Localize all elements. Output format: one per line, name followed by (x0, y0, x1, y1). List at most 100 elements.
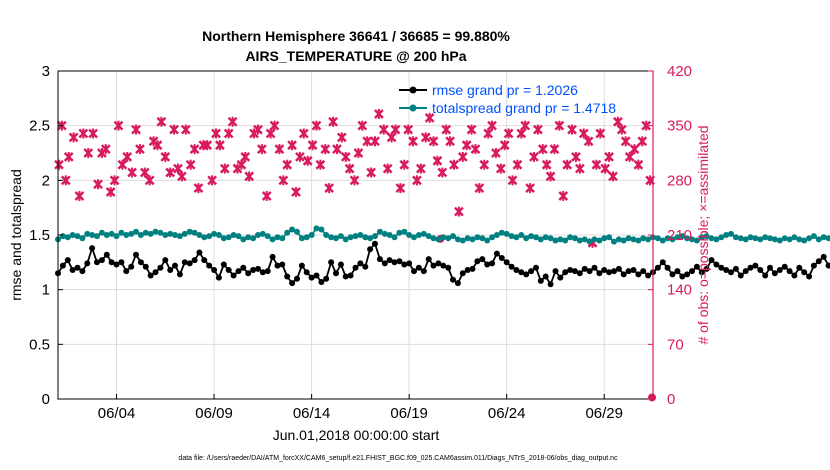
totalspread-series-point (289, 226, 296, 233)
totalspread-series-point (557, 236, 564, 243)
totalspread-series-point (172, 232, 178, 238)
obs-assimilated-point (629, 144, 640, 155)
rmse-series-point (581, 265, 588, 272)
totalspread-series-point (445, 235, 452, 242)
rmse-series-point (435, 260, 442, 267)
totalspread-series-point (781, 235, 788, 242)
rmse-series-point (479, 256, 486, 263)
axes: 06/04 06/09 06/14 06/19 06/24 06/29 0 0.5 1 1.5 2 2… (29, 63, 692, 422)
totalspread-series-point (376, 228, 383, 235)
obs-assimilated-point (156, 116, 167, 127)
rmse-series-point (103, 251, 110, 258)
totalspread-series-point (294, 228, 300, 235)
totalspread-series-point (113, 233, 120, 240)
rmse-series-point (557, 274, 564, 281)
totalspread-series-point (518, 232, 525, 238)
rmse-series-point (269, 253, 276, 260)
rmse-series-point (376, 256, 383, 263)
obs-assimilated-point (88, 128, 98, 139)
totalspread-series-point (771, 236, 778, 243)
rmse-series-point (815, 258, 822, 265)
y2-tick-label-2: 140 (667, 282, 692, 299)
legend-spread-label: totalspread grand pr = 1.4718 (432, 100, 616, 116)
x-tick-label-5: 06/29 (585, 405, 623, 422)
obs-assimilated-point (474, 183, 485, 194)
totalspread-series-point (767, 235, 773, 242)
obs-assimilated-point (122, 151, 133, 162)
totalspread-series-point (454, 236, 461, 243)
obs-assimilated-point (495, 163, 506, 174)
obs-assimilated-point (307, 140, 318, 151)
obs-assimilated-point (240, 151, 251, 162)
totalspread-series-point (757, 236, 764, 243)
totalspread-series-point (142, 229, 149, 236)
obs-assimilated-point (68, 132, 79, 143)
obs-assimilated-point (349, 175, 360, 186)
rmse-series-point (108, 259, 115, 266)
obs-assimilated-point (219, 163, 230, 174)
rmse-series-point (381, 260, 388, 267)
totalspread-series-point (167, 230, 174, 237)
obs-assimilated-point (554, 120, 565, 131)
totalspread-series-point (786, 236, 793, 243)
obs-assimilated-point (445, 136, 455, 147)
totalspread-series-point (352, 233, 359, 240)
totalspread-series-point (264, 233, 271, 240)
rmse-series-point (547, 281, 554, 288)
rmse-series-point (74, 264, 81, 271)
obs-assimilated-point (105, 187, 116, 198)
totalspread-series-point (430, 235, 437, 242)
totalspread-series-point (108, 230, 115, 237)
rmse-series-point (537, 277, 544, 284)
rmse-series-point (791, 272, 798, 279)
obs-assimilated-point (189, 144, 200, 155)
totalspread-series-point (596, 237, 603, 244)
rmse-series-point (440, 262, 447, 269)
rmse-series-point (728, 269, 734, 276)
obs-assimilated-point (127, 167, 138, 178)
totalspread-series-point (547, 235, 554, 242)
rmse-series-point (225, 267, 232, 273)
rmse-series-point (820, 253, 827, 260)
y2-tick-label-0: 0 (667, 391, 675, 408)
y-tick-label-6: 3 (42, 63, 50, 80)
totalspread-series-point (420, 230, 427, 237)
y-axis-label: rmse and totalspread (8, 169, 24, 301)
rmse-series-point (215, 274, 222, 281)
rmse-series-point (89, 245, 96, 252)
obs-assimilated-point (332, 144, 342, 155)
totalspread-series-point (489, 234, 496, 241)
legend-rmse-label: rmse grand pr = 1.2026 (432, 82, 578, 98)
obs-assimilated-point (545, 171, 556, 182)
totalspread-series-point (742, 236, 749, 243)
totalspread-series-point (201, 234, 208, 241)
rmse-series-point (786, 268, 793, 275)
totalspread-series-point (459, 237, 466, 244)
rmse-series-point (459, 270, 466, 277)
totalspread-series-point (620, 237, 627, 244)
rmse-series-point (620, 271, 627, 278)
totalspread-series-point (367, 235, 374, 242)
rmse-series-point (69, 267, 76, 273)
obs-assimilated-point (470, 144, 481, 155)
totalspread-series-point (586, 238, 593, 245)
obs-assimilated-point (63, 151, 74, 162)
totalspread-series-point (703, 233, 710, 240)
obs-assimilated-point (185, 159, 196, 170)
totalspread-series-point (425, 233, 432, 240)
obs-assimilated-point (315, 159, 326, 170)
totalspread-series-point (279, 235, 286, 242)
obs-assimilated-point (608, 171, 618, 182)
totalspread-series-point (240, 236, 247, 243)
obs-assimilated-point (415, 163, 426, 174)
rmse-series-point (747, 264, 754, 271)
legend: rmse grand pr = 1.2026 totalspread grand… (399, 82, 616, 116)
obs-assimilated-point (311, 120, 322, 131)
rmse-series-point (674, 268, 681, 275)
totalspread-series-point (762, 234, 769, 241)
totalspread-series-point (220, 235, 227, 242)
obs-assimilated-point (483, 128, 494, 139)
rmse-series-point (245, 270, 252, 277)
rmse-series-point (123, 268, 130, 275)
rmse-series-point (454, 280, 461, 287)
